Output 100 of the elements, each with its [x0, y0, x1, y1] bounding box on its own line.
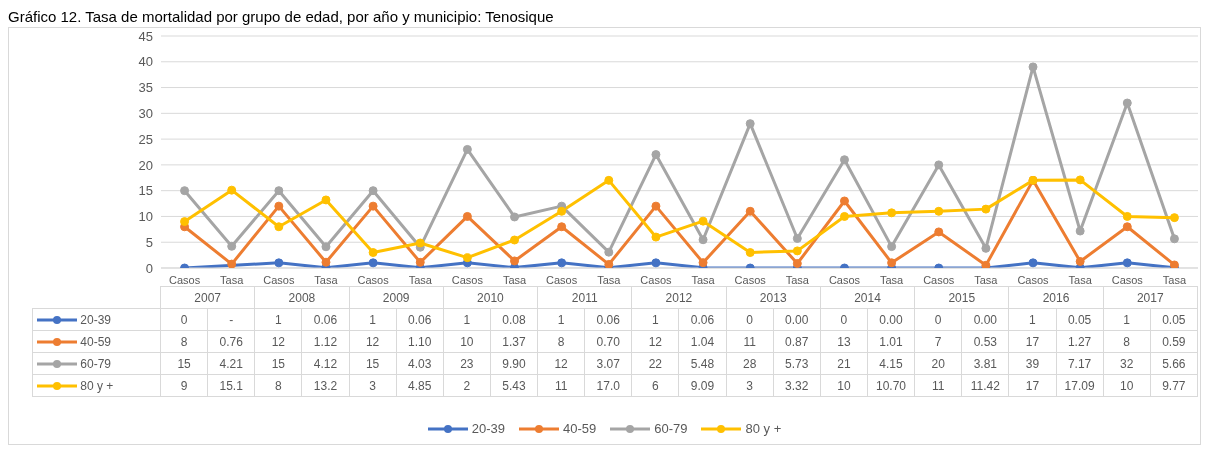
data-label: 0.08	[490, 308, 538, 331]
data-label: 8	[254, 374, 302, 397]
x-tick-label: Casos	[734, 273, 767, 286]
y-tick-label: 5	[145, 234, 153, 250]
x-tick-label: Casos	[640, 273, 673, 286]
text: 2013	[726, 286, 821, 309]
data-label: 0.06	[678, 308, 727, 331]
data-label: 0	[914, 308, 962, 331]
data-label: 1	[1103, 308, 1151, 331]
legend-label: 80 y +	[80, 378, 114, 393]
data-label: 0	[160, 308, 208, 331]
legend-label: 60-79	[80, 356, 112, 371]
data-label: 9.90	[490, 352, 538, 375]
data-label: 39	[1008, 352, 1056, 375]
text: 2007	[160, 286, 255, 309]
data-label: 12	[349, 330, 397, 353]
data-label: 9.09	[678, 374, 727, 397]
y-tick-label: 45	[138, 28, 153, 44]
text: 2016	[1008, 286, 1104, 309]
x-tick-label: Casos	[263, 273, 295, 286]
data-label: 12	[631, 330, 679, 353]
data-label: 5.48	[678, 352, 727, 375]
data-label: 4.12	[301, 352, 350, 375]
text: 2015	[914, 286, 1009, 309]
x-tick-label: Tasa	[691, 273, 716, 286]
x-tick-label: Casos	[546, 273, 578, 286]
text: 80 y +	[745, 421, 782, 436]
data-label: 1.01	[867, 330, 915, 353]
data-label: 1	[631, 308, 679, 331]
data-label: 1	[1008, 308, 1056, 331]
x-tick-label: Tasa	[408, 273, 433, 286]
x-tick-label: Casos	[451, 273, 484, 286]
y-tick-label: 30	[138, 105, 153, 121]
data-label: 0.06	[584, 308, 632, 331]
x-tick-label: Casos	[828, 273, 861, 286]
data-label: 22	[631, 352, 679, 375]
data-label: 11.42	[961, 374, 1009, 397]
data-label: 17.09	[1056, 374, 1104, 397]
data-label: 0.00	[867, 308, 915, 331]
x-tick-label: Tasa	[1068, 273, 1093, 286]
text: 2012	[631, 286, 727, 309]
data-label: 7.17	[1056, 352, 1104, 375]
data-label: 0.53	[961, 330, 1009, 353]
data-label: 28	[726, 352, 774, 375]
data-label: 8	[537, 330, 585, 353]
data-label: 0.05	[1056, 308, 1104, 331]
data-label: 32	[1103, 352, 1151, 375]
x-tick-label: Tasa	[314, 273, 339, 286]
data-label: 8	[1103, 330, 1151, 353]
x-tick-label: Tasa	[974, 273, 999, 286]
data-label: 15	[254, 352, 302, 375]
data-label: 4.85	[396, 374, 444, 397]
data-label: 1	[443, 308, 491, 331]
data-label: 0.00	[961, 308, 1009, 331]
data-label: 7	[914, 330, 962, 353]
text: 2017	[1103, 286, 1198, 309]
text: 60-79	[654, 421, 688, 436]
data-label: 0.59	[1150, 330, 1198, 353]
data-label: 1	[349, 308, 397, 331]
data-label: 0.05	[1150, 308, 1198, 331]
data-label: 15.1	[207, 374, 255, 397]
data-label: 17	[1008, 374, 1056, 397]
text: 2009	[349, 286, 444, 309]
data-label: 17	[1008, 330, 1056, 353]
data-label: 21	[820, 352, 868, 375]
text: 2008	[254, 286, 350, 309]
data-label: 4.15	[867, 352, 915, 375]
y-tick-label: 15	[138, 183, 153, 199]
x-tick-label: Tasa	[879, 273, 905, 286]
text: 20-39	[471, 421, 505, 436]
data-label: 15	[349, 352, 397, 375]
data-label: 0	[820, 308, 868, 331]
data-label: 3	[349, 374, 397, 397]
data-label: 5.73	[773, 352, 821, 375]
data-label: 15	[160, 352, 208, 375]
data-label: 0.06	[396, 308, 444, 331]
text: -	[229, 312, 234, 327]
y-tick-label: 10	[138, 209, 153, 225]
text: 2011	[537, 286, 632, 309]
y-tick-label: 25	[138, 131, 153, 147]
data-label: 4.21	[207, 352, 255, 375]
data-label: 0.76	[207, 330, 255, 353]
data-label: 5.66	[1150, 352, 1198, 375]
data-label: 10	[1103, 374, 1151, 397]
data-label: 3.32	[773, 374, 821, 397]
data-label: 17.0	[584, 374, 632, 397]
x-tick-label: Tasa	[597, 273, 622, 286]
y-tick-label: 0	[145, 260, 153, 276]
data-label: 10	[443, 330, 491, 353]
data-label: 11	[726, 330, 774, 353]
text: 40-59	[562, 421, 597, 436]
data-label: 0	[726, 308, 774, 331]
data-label: 3.07	[584, 352, 632, 375]
data-label: 1.27	[1056, 330, 1104, 353]
data-label: 1	[254, 308, 302, 331]
data-label: 10.70	[867, 374, 915, 397]
data-label: 12	[254, 330, 302, 353]
x-tick-label: Tasa	[220, 273, 245, 286]
x-tick-label: Tasa	[502, 273, 528, 286]
data-label: 6	[631, 374, 679, 397]
